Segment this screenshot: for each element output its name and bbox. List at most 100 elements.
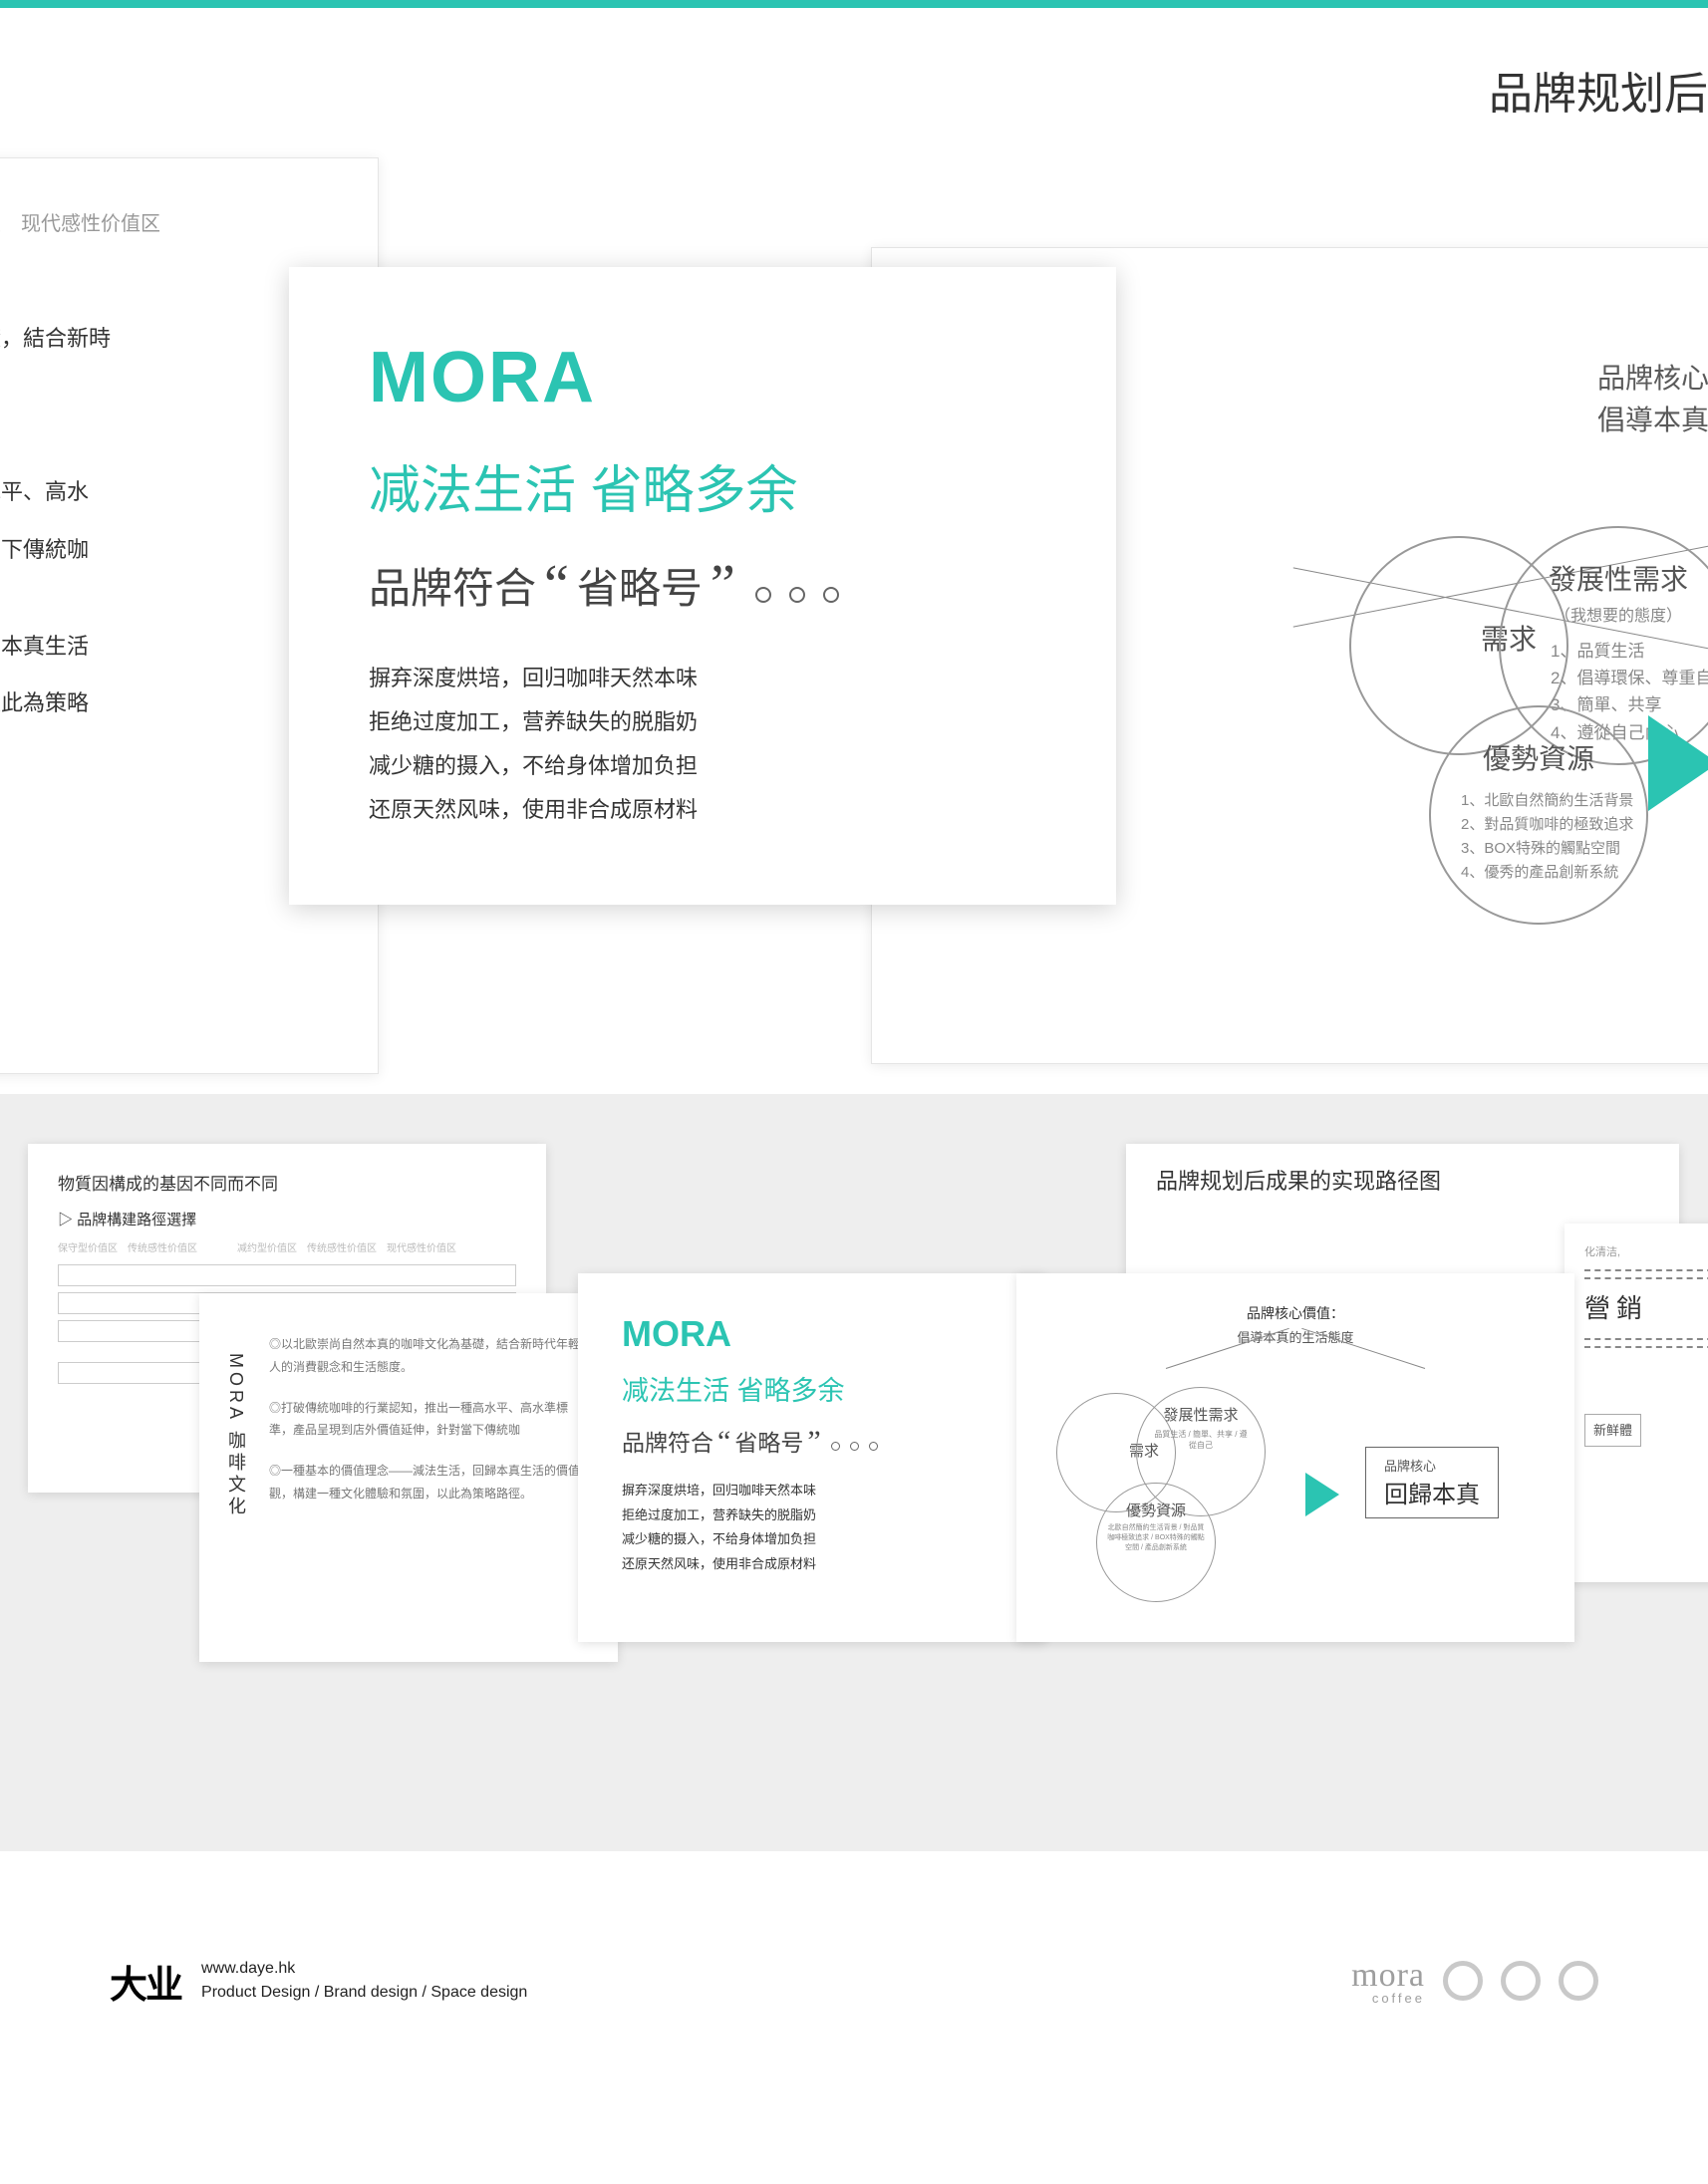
section-title: 品牌规划后 — [1489, 58, 1708, 122]
t1-heading: 物質因構成的基因不同而不同 — [58, 1170, 516, 1195]
para-3a: 念——減法生活，回歸本真生活 — [0, 618, 338, 675]
lower-section: 物質因構成的基因不同而不同 ▷ 品牌構建路徑選擇 保守型价值区 传统感性价值区 … — [0, 1094, 1708, 1851]
dev-item: 2、倡導環保、尊重自然 — [1551, 665, 1708, 691]
footer-meta: www.daye.hk Product Design / Brand desig… — [201, 1957, 527, 2005]
symbol-prefix: 品牌符合 — [369, 555, 536, 616]
sc3-items: 北歐自然簡約生活背景 / 對品質咖啡極致追求 / BOX特殊的觸點空間 / 產品… — [1097, 1520, 1215, 1554]
t2-p2: ◎打破傳統咖啡的行業認知，推出一種高水平、高水準標準，產品呈現到店外價值延伸，針… — [269, 1397, 588, 1443]
bullet-item: 拒绝过度加工，营养缺失的脱脂奶 — [622, 1503, 1002, 1528]
thumb-venn-mini: 品牌核心價值： 倡導本真的生活態度 需求 發展性需求 品質生活 / 簡單、共享 … — [1016, 1273, 1574, 1642]
circle-res-title: 優勢資源 — [1431, 737, 1646, 777]
circle-dev-title: 發展性需求 — [1501, 558, 1708, 598]
ellipsis-dots — [831, 1442, 878, 1451]
ring-icon — [1501, 1961, 1541, 2001]
dev-item: 1、品質生活 — [1551, 638, 1708, 665]
para-2: 業認知，推出一種高水平、高水 店外價值延伸，針對當下傳統咖 — [0, 463, 338, 577]
core-box-label: 品牌核心 — [1384, 1456, 1480, 1475]
mora-text: mora — [1338, 1957, 1425, 1995]
res-item: 4、優秀的產品創新系統 — [1461, 861, 1646, 885]
small-circle-3: 優勢資源 北歐自然簡約生活背景 / 對品質咖啡極致追求 / BOX特殊的觸點空間… — [1096, 1483, 1216, 1602]
t2-vertical-title: MORA 咖啡文化 — [223, 1353, 249, 1518]
brand-slogan: 减法生活 省略多余 — [369, 448, 1036, 523]
sc2-items: 品質生活 / 簡單、共享 / 遵從自己 — [1137, 1425, 1265, 1455]
t3-symbol-line: 品牌符合 “ 省略号 ” — [622, 1424, 1002, 1459]
t1-tabs: 保守型价值区 传统感性价值区 减约型价值区 传统感性价值区 现代感性价值区 — [58, 1239, 516, 1254]
para-1b: 啡文化和生活態度。 — [0, 367, 338, 423]
symbol-word: 省略号 — [577, 555, 703, 616]
circle-resource: 優勢資源 1、北歐自然簡約生活背景 2、對品質咖啡的極致追求 3、BOX特殊的觸… — [1429, 705, 1648, 925]
footer-url: www.daye.hk — [201, 1957, 527, 1981]
dot-icon — [823, 587, 839, 603]
dashed-line — [1584, 1338, 1708, 1340]
dot-icon — [789, 587, 805, 603]
mora-logo: mora coffee — [1338, 1957, 1425, 2006]
res-item: 2、對品質咖啡的極致追求 — [1461, 813, 1646, 837]
dashed-line — [1584, 1346, 1708, 1348]
t5-body: 化清洁, 營銷 新鲜體 — [1565, 1224, 1708, 1467]
para-3: 念——減法生活，回歸本真生活 種文化體驗和氛圍，以此為策略 — [0, 618, 338, 731]
dot-icon — [831, 1442, 840, 1451]
dot-icon — [755, 587, 771, 603]
t2-p3: ◎一種基本的價值理念——減法生活，回歸本真生活的價值觀，構建一種文化體驗和氛圍，… — [269, 1460, 588, 1505]
para-1a: 本真的咖啡文化為基礎，結合新時 — [0, 310, 338, 367]
para-3b: 種文化體驗和氛圍，以此為策略 — [0, 675, 338, 731]
value-tabs: 价值区 传统感性价值区 现代感性价值区 — [0, 198, 338, 250]
bullet-item: 减少糖的摄入，不给身体增加负担 — [369, 744, 1036, 788]
ellipsis-dots — [755, 587, 839, 603]
footer-left: 大业 www.daye.hk Product Design / Brand de… — [110, 1954, 527, 2009]
t3-slogan: 减法生活 省略多余 — [622, 1369, 1002, 1408]
t3-symbol-word: 省略号 — [734, 1424, 803, 1458]
brand-name: MORA — [369, 337, 1036, 418]
footer-right: mora coffee — [1338, 1957, 1598, 2006]
thumb-culture: MORA 咖啡文化 ◎以北歐崇尚自然本真的咖啡文化為基礎，結合新時代年輕人的消費… — [199, 1293, 618, 1662]
symbol-line: 品牌符合 “ 省略号 ” — [369, 553, 1036, 617]
para-2a: 業認知，推出一種高水平、高水 — [0, 463, 338, 520]
circle-dev-sub: （我想要的態度） — [1501, 602, 1708, 626]
bullet-item: 减少糖的摄入，不给身体增加负担 — [622, 1527, 1002, 1552]
thumb-main-mini: MORA 减法生活 省略多余 品牌符合 “ 省略号 ” 摒弃深度烘培，回归咖啡天… — [578, 1273, 1046, 1642]
dashed-line — [1584, 1269, 1708, 1271]
t4-heading: 品牌规划后成果的实现路径图 — [1156, 1164, 1679, 1196]
t2-p1: ◎以北歐崇尚自然本真的咖啡文化為基礎，結合新時代年輕人的消費觀念和生活態度。 — [269, 1333, 588, 1379]
bullet-item: 摒弃深度烘培，回归咖啡天然本味 — [622, 1479, 1002, 1503]
t2-body: ◎以北歐崇尚自然本真的咖啡文化為基礎，結合新時代年輕人的消費觀念和生活態度。 ◎… — [269, 1333, 588, 1505]
slide-main: MORA 减法生活 省略多余 品牌符合 “ 省略号 ” 摒弃深度烘培，回归咖啡天… — [289, 267, 1116, 905]
open-quote-icon: “ — [717, 1425, 730, 1459]
sc3-title: 優勢資源 — [1097, 1500, 1215, 1520]
res-item: 1、北歐自然簡約生活背景 — [1461, 789, 1646, 813]
close-quote-icon: ” — [807, 1425, 820, 1459]
para-1: 本真的咖啡文化為基礎，結合新時 啡文化和生活態度。 — [0, 310, 338, 423]
bullet-item: 还原天然风味，使用非合成原材料 — [369, 788, 1036, 832]
t5-small-box: 新鲜體 — [1584, 1414, 1641, 1447]
t3-symbol-prefix: 品牌符合 — [622, 1424, 713, 1458]
t5-big: 營銷 — [1584, 1285, 1708, 1332]
dashed-line — [1584, 1277, 1708, 1279]
arrow-right-icon — [1648, 715, 1708, 811]
open-quote-icon: “ — [544, 553, 569, 617]
core-box: 品牌核心 回歸本真 — [1365, 1447, 1499, 1518]
dot-icon — [850, 1442, 859, 1451]
arrow-small-icon — [1305, 1473, 1339, 1516]
close-quote-icon: ” — [711, 553, 735, 617]
upper-section: 品牌规划后 价值区 传统感性价值区 现代感性价值区 本真的咖啡文化為基礎，結合新… — [0, 8, 1708, 1094]
footer: 大业 www.daye.hk Product Design / Brand de… — [0, 1851, 1708, 2050]
core-line2: 倡導本真的 — [1597, 400, 1708, 441]
table-row — [58, 1264, 516, 1286]
t3-bullets: 摒弃深度烘培，回归咖啡天然本味 拒绝过度加工，营养缺失的脱脂奶 减少糖的摄入，不… — [622, 1479, 1002, 1577]
circle-res-list: 1、北歐自然簡約生活背景 2、對品質咖啡的極致追求 3、BOX特殊的觸點空間 4… — [1431, 789, 1646, 885]
core-line1: 品牌核心 — [1597, 358, 1708, 400]
para-2b: 店外價值延伸，針對當下傳統咖 — [0, 521, 338, 578]
dot-icon — [869, 1442, 878, 1451]
sc2-title: 發展性需求 — [1137, 1404, 1265, 1425]
peak-lines — [1166, 1309, 1425, 1369]
bullet-item: 还原天然风味，使用非合成原材料 — [622, 1552, 1002, 1577]
footer-services: Product Design / Brand design / Space de… — [201, 1981, 527, 2005]
ring-icon — [1559, 1961, 1598, 2001]
ring-icon — [1443, 1961, 1483, 2001]
t1-subheading: ▷ 品牌構建路徑選擇 — [58, 1209, 516, 1229]
core-box-value: 回歸本真 — [1384, 1475, 1480, 1509]
t5-smalltext: 化清洁, — [1584, 1243, 1708, 1263]
t3-brand: MORA — [622, 1313, 1002, 1355]
thumb-marketing: 化清洁, 營銷 新鲜體 — [1565, 1224, 1708, 1582]
bullet-list: 摒弃深度烘培，回归咖啡天然本味 拒绝过度加工，营养缺失的脱脂奶 减少糖的摄入，不… — [369, 657, 1036, 832]
